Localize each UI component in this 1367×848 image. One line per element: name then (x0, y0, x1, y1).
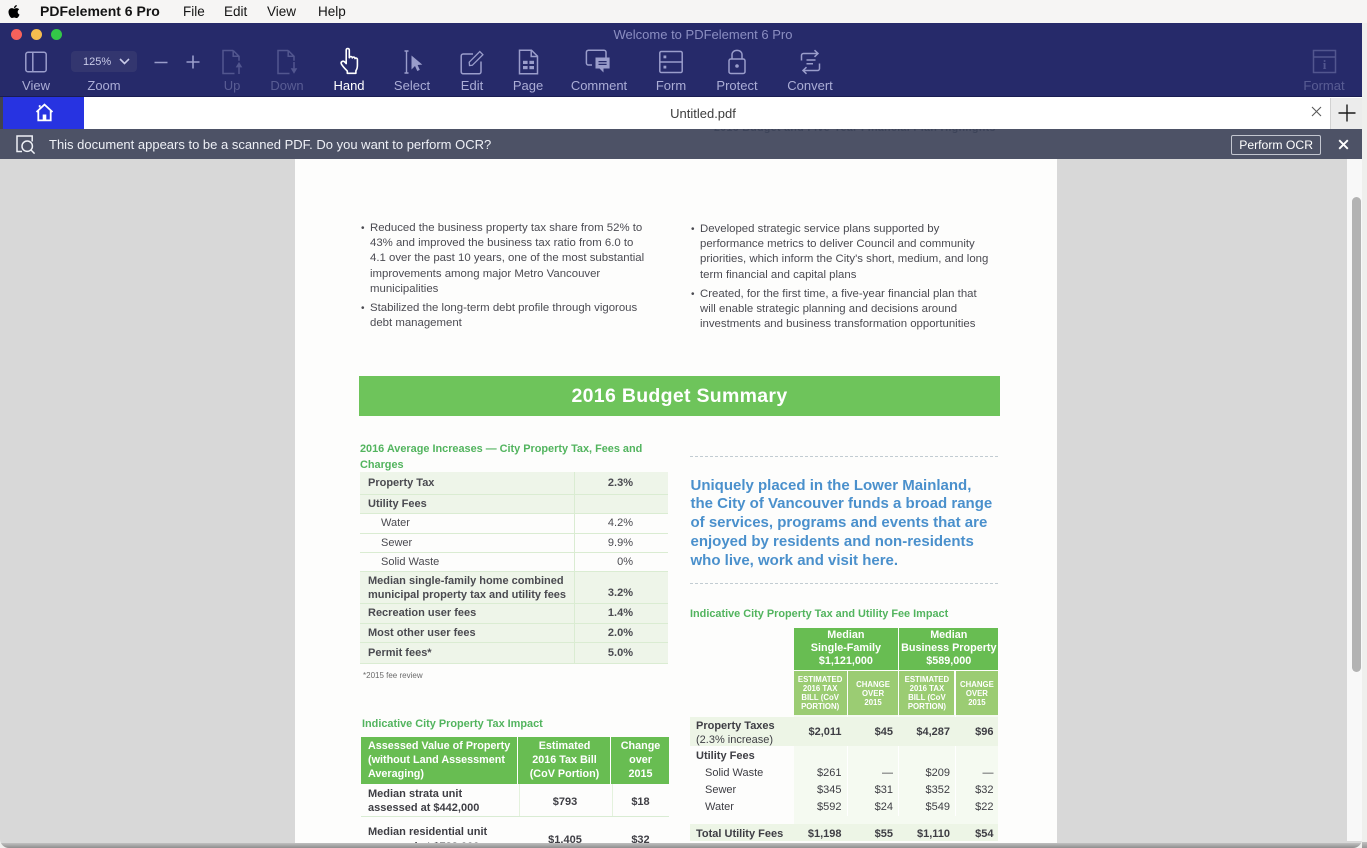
svg-text:i: i (1322, 57, 1326, 72)
